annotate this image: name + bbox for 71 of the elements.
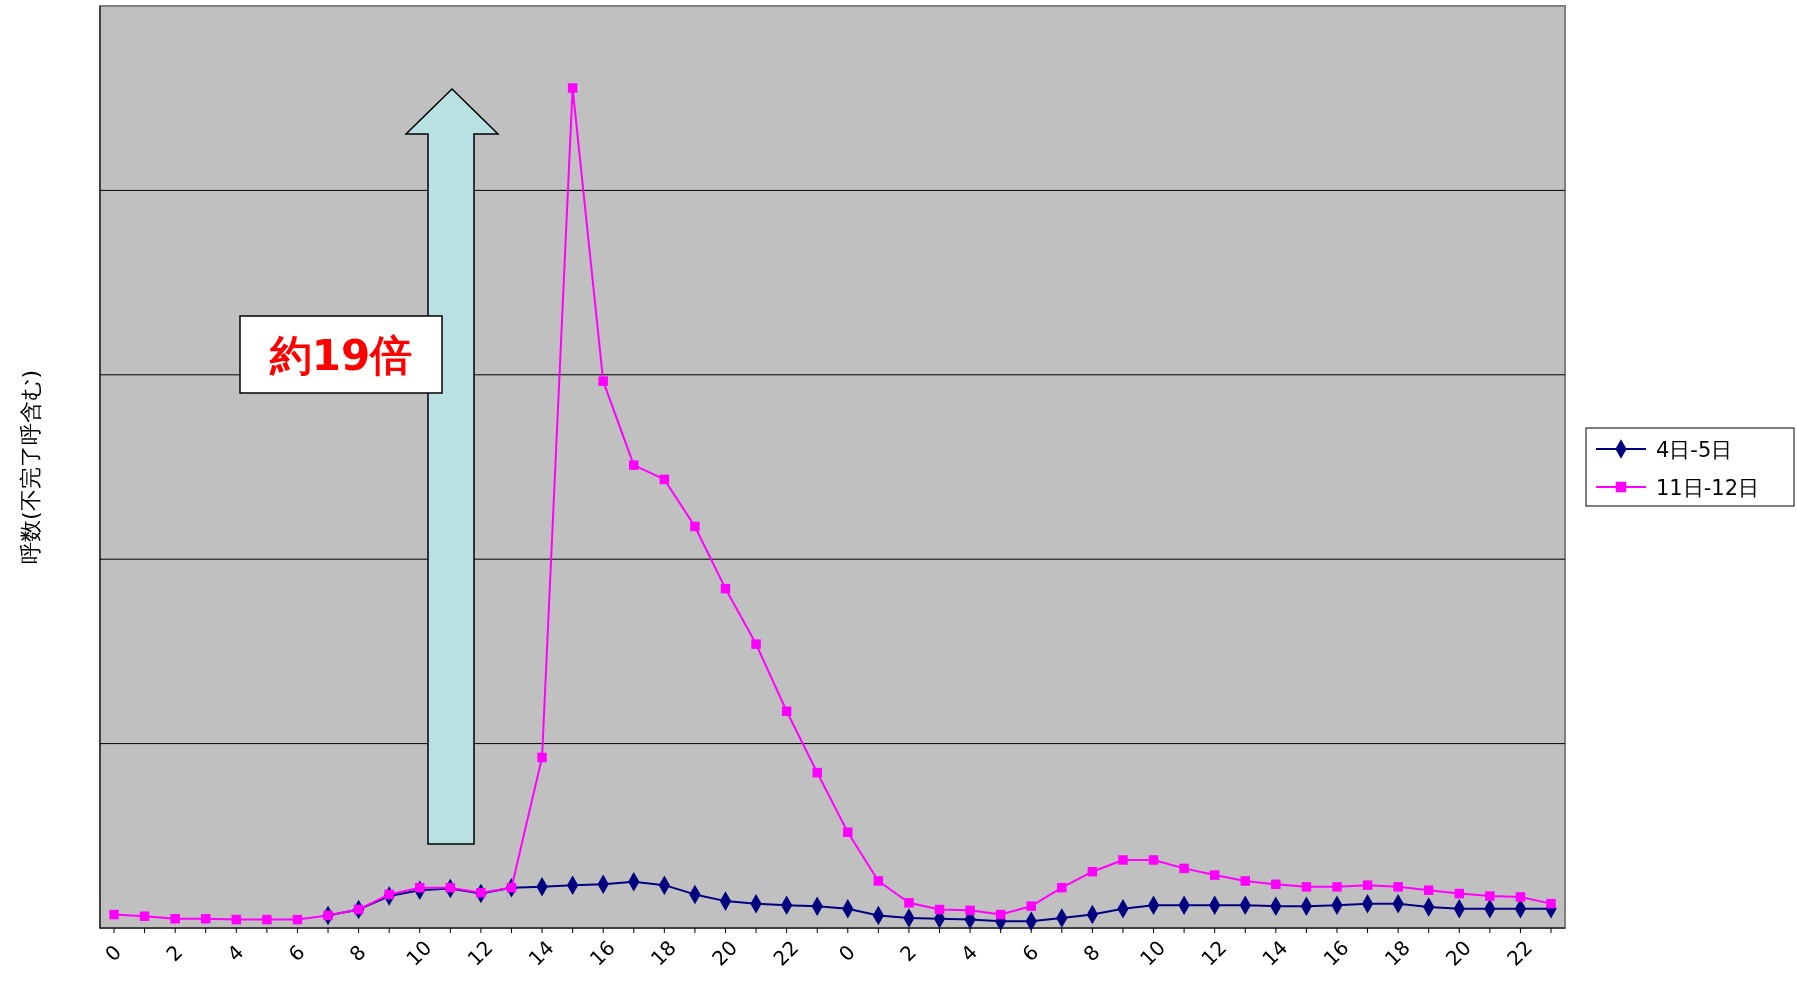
point [1271, 879, 1281, 890]
x-tick-label: 2 [161, 940, 188, 967]
point [965, 905, 975, 916]
point [1087, 866, 1098, 877]
point [629, 460, 639, 470]
point [1301, 882, 1312, 892]
point [781, 706, 792, 717]
point [1057, 882, 1067, 893]
x-tick-label: 18 [1379, 935, 1415, 971]
x-tick-label: 22 [1501, 935, 1537, 971]
point [292, 914, 303, 925]
point [109, 909, 119, 920]
x-tick-label: 10 [1135, 935, 1171, 971]
legend-label: 4日-5日 [1656, 438, 1733, 462]
x-tick-label: 12 [1196, 935, 1232, 971]
point [567, 83, 578, 93]
point [995, 909, 1006, 920]
point [751, 639, 761, 649]
legend-label: 11日-12日 [1656, 476, 1760, 500]
x-tick-label: 0 [833, 940, 860, 967]
point [170, 914, 180, 924]
x-tick-label: 12 [462, 935, 498, 971]
point [139, 911, 150, 921]
x-tick-label: 4 [956, 940, 983, 967]
x-tick-label: 14 [1257, 935, 1293, 971]
point [415, 882, 425, 893]
x-tick-label: 0 [100, 940, 127, 967]
point [873, 876, 884, 886]
point [1515, 892, 1526, 902]
point [1423, 885, 1434, 895]
point [812, 767, 822, 778]
point [262, 914, 272, 925]
point [934, 904, 945, 915]
point [1485, 891, 1495, 901]
x-tick-label: 22 [768, 935, 804, 971]
point [598, 376, 608, 386]
point [720, 583, 731, 594]
point [445, 882, 456, 893]
point [690, 521, 700, 532]
point [1179, 863, 1189, 874]
annotation: 約19倍 [268, 331, 413, 380]
point [1026, 901, 1036, 911]
x-tick-label: 18 [645, 935, 681, 971]
x-tick-label: 14 [523, 935, 559, 971]
y-axis-title: 呼数(不完了呼含む) [18, 369, 43, 565]
point [659, 474, 670, 485]
point [1332, 882, 1342, 892]
x-tick-label: 2 [895, 940, 921, 967]
point [1393, 882, 1403, 892]
x-tick-label: 8 [344, 940, 371, 967]
x-tick-label: 20 [707, 935, 743, 971]
point [1546, 898, 1556, 909]
x-tick-label: 6 [283, 940, 310, 967]
point [904, 898, 914, 908]
x-tick-label: 4 [222, 940, 249, 967]
point [537, 752, 547, 763]
point [1362, 880, 1373, 890]
x-tick-label: 10 [401, 935, 437, 971]
point [1209, 870, 1220, 880]
point [200, 914, 211, 924]
x-tick-label: 20 [1440, 935, 1476, 971]
x-tick-label: 6 [1017, 940, 1044, 967]
x-tick-label: 16 [1318, 935, 1354, 971]
point [1148, 855, 1159, 865]
x-tick-label: 8 [1078, 940, 1105, 967]
point [1118, 855, 1128, 865]
x-tick-label: 16 [584, 935, 620, 971]
point [1454, 888, 1465, 899]
point [1240, 876, 1250, 886]
point [843, 827, 853, 837]
point [231, 914, 242, 925]
